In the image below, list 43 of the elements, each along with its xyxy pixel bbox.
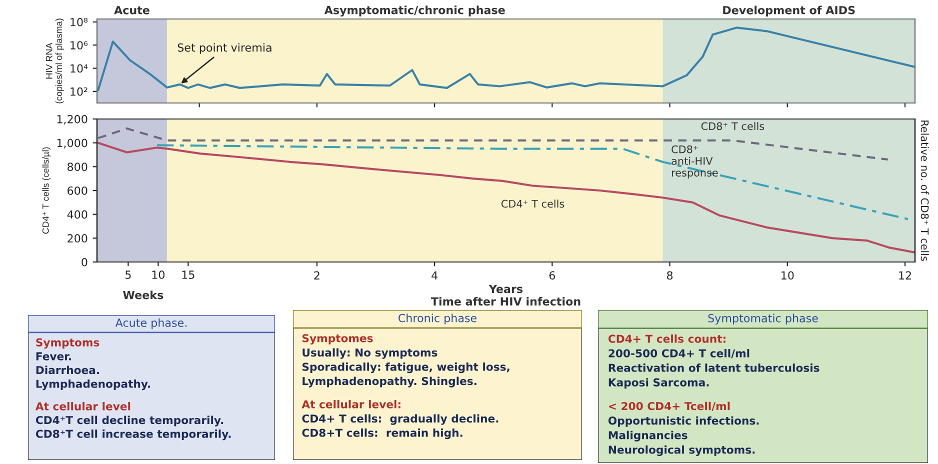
y-tick-label: 1,200 <box>57 114 88 125</box>
y-tick-label: 0 <box>82 258 88 266</box>
y-tick-label: 10⁴ <box>70 64 88 73</box>
x2-tick-label: 5 <box>126 270 131 279</box>
y-tick-label: 10⁸ <box>70 18 88 26</box>
text: < 200 CD4+ Tcell/ml Opportunistic infections. Malignancies Neurological symptoms. <box>608 402 759 456</box>
line-series <box>156 144 909 220</box>
y-tick-label: 1,000 <box>57 138 88 148</box>
annotation: Set point viremia <box>178 43 272 54</box>
y-tick-label: 10² <box>70 87 88 96</box>
y-axis-title: CD4⁺ T cells (cells/µl) <box>42 147 51 234</box>
y-axis-title: HIV RNA (copies/ml of plasma) <box>46 18 64 104</box>
series-label: CD8⁺ anti-HIV response <box>672 145 718 179</box>
text: Symptomes Usually: No symptoms Sporadically: fatigue, weight loss, Lymphadenopathy. Shingles. <box>302 334 510 388</box>
text: Acute phase. <box>115 318 186 330</box>
band-label: Development of AIDS <box>723 6 855 16</box>
y-tick-label: 800 <box>68 162 88 172</box>
x-tick-label: 2 <box>314 271 320 280</box>
text: Chronic phase <box>398 314 477 324</box>
text: CD4+ T cells count: 200-500 CD4+ T cell/ml Reactivation of latent tuberculosis Kaposi Sarcoma. <box>608 334 820 389</box>
x-tick-label: 10 <box>782 271 794 280</box>
x2-tick-label: 15 <box>182 270 194 279</box>
line-series <box>97 26 915 92</box>
series-label: CD8⁺ T cells <box>701 122 764 130</box>
text: At cellular level: CD4+ T cells: gradually decline. CD8+T cells: remain high. <box>302 400 498 440</box>
line-series <box>97 142 915 254</box>
band-label: Acute <box>114 6 150 14</box>
y-tick-label: 10⁶ <box>70 41 88 50</box>
band-label: Asymptomatic/chronic phase <box>324 6 505 16</box>
series-label: CD4⁺ T cells <box>501 200 564 208</box>
x-tick-label: 4 <box>432 271 438 280</box>
y-tick-label: 600 <box>68 186 88 195</box>
y-tick-label: 400 <box>67 210 88 219</box>
text: At cellular level CD4⁺T cell decline temporarily. CD8⁺T cell increase temporarily. <box>35 402 231 440</box>
x-tick-label: 6 <box>549 271 555 280</box>
text: Symptomatic phase <box>708 314 818 325</box>
x-tick-label: 12 <box>899 271 911 280</box>
y2-axis-title: Relative no. of CD8⁺ T cells <box>920 120 929 261</box>
x-tick-label: 8 <box>666 271 673 280</box>
text: Symptoms Fever. Diarrhoea. Lymphadenopathy. <box>36 338 150 390</box>
y-tick-label: 200 <box>68 234 88 243</box>
x-axis-title: Years Time after HIV infection <box>430 284 580 306</box>
x2-axis-title: Weeks <box>123 290 164 300</box>
